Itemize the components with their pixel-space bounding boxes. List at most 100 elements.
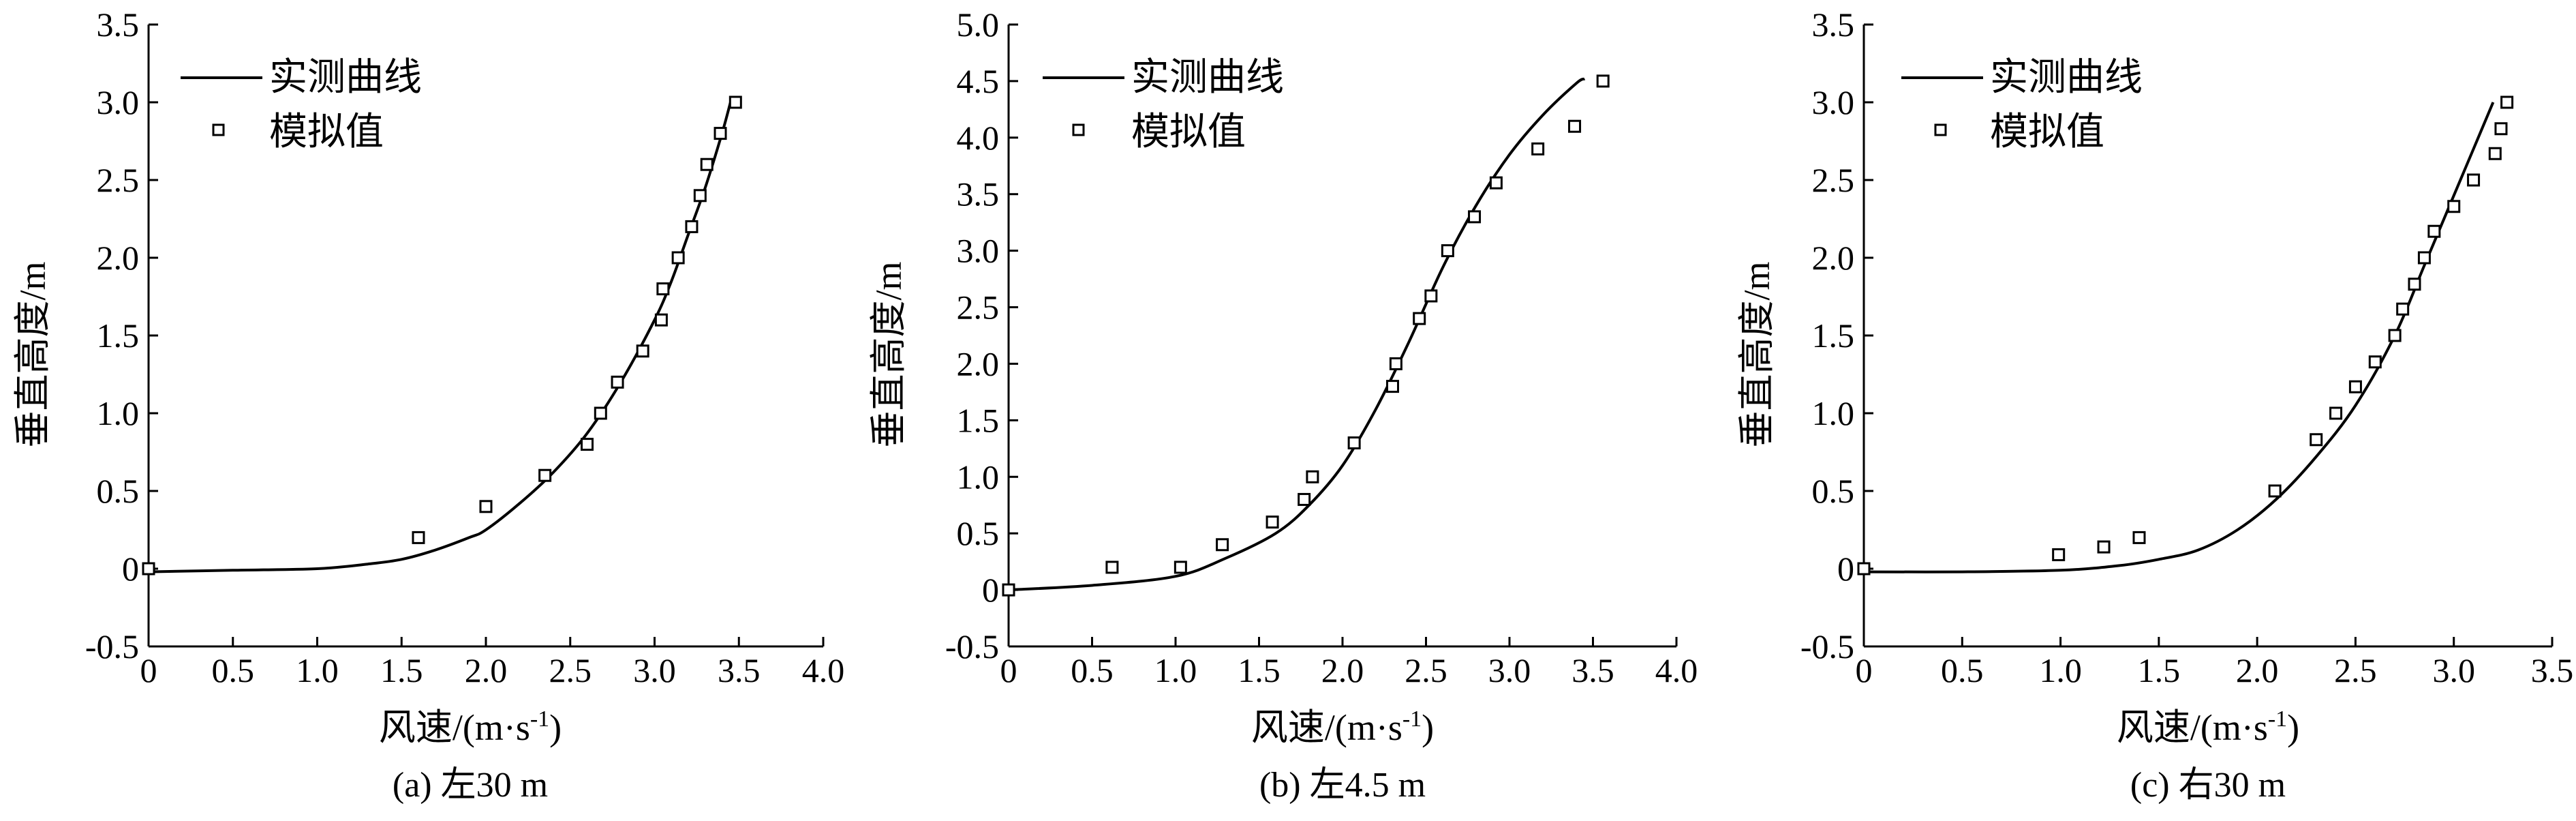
panel-b-x-tick-label: 0 [1000, 651, 1017, 689]
panel-b-xlabel: 风速/(m·s-1) [1251, 706, 1434, 748]
panel-a-simulated-point [412, 531, 425, 544]
panel-a: 垂直高度/m 风速/(m·s-1) (a) 左30 m 实测曲线 模拟值 0 0.… [12, 5, 844, 805]
panel-a-y-tick-label: 1.5 [97, 316, 140, 355]
panel-b-simulated-point [1386, 380, 1399, 393]
panel-c-x-tick-label: 1.5 [2138, 651, 2181, 689]
panel-b-simulated-point [1596, 74, 1610, 88]
panel-a-legend: 实测曲线 模拟值 [181, 57, 422, 153]
panel-a-y-tick-label: 0.5 [97, 472, 140, 510]
panel-a-y-tick-label: 3.5 [97, 5, 140, 44]
panel-a-legend-line-label: 实测曲线 [269, 57, 422, 99]
panel-b-simulated-point [1298, 492, 1311, 506]
panel-c: 垂直高度/m 风速/(m·s-1) (c) 右30 m 实测曲线 模拟值 0 0.… [1736, 5, 2573, 805]
panel-c-xlabel-sup: -1 [2268, 706, 2287, 732]
panel-c-y-tick-label: 0.5 [1812, 472, 1855, 510]
panel-a-ylabel: 垂直高度/m [12, 261, 53, 447]
panel-a-x-tick-label: 3.0 [633, 651, 676, 689]
panel-c-ylabel: 垂直高度/m [1736, 261, 1777, 447]
panel-b-simulated-point [1347, 436, 1361, 450]
panel-c-simulated-point [2427, 224, 2441, 238]
panel-b-simulated-point [1568, 119, 1582, 133]
panel-b-x-tick-label: 4.0 [1655, 651, 1698, 689]
panel-b-y-tick-label: 4.0 [957, 119, 1000, 157]
panel-b-y-tick-label: 3.0 [957, 232, 1000, 270]
panel-b-x-tick-label: 1.0 [1154, 651, 1197, 689]
panel-b-legend-marker-label: 模拟值 [1131, 111, 1246, 153]
panel-b-simulated-point [1413, 312, 1426, 325]
panel-c-simulated-point [2447, 200, 2461, 213]
panel-a-x-tick-label: 2.0 [465, 651, 508, 689]
panel-a-x-tick-label: 1.0 [296, 651, 339, 689]
panel-a-y-tick-label: 2.0 [97, 239, 140, 277]
panel-a-simulated-point [671, 251, 685, 265]
panel-c-y-tick-label: -0.5 [1800, 627, 1854, 666]
panel-c-simulated-point [2500, 95, 2514, 109]
panel-c-x-tick-label: 2.0 [2236, 651, 2279, 689]
panel-c-x-tick-label: 0.5 [1941, 651, 1984, 689]
panel-a-measured-curve [148, 102, 732, 573]
panel-a-y-tick-label: -0.5 [85, 627, 139, 666]
panel-b-xlabel-tail: ) [1422, 707, 1434, 748]
panel-c-y-tick-label: 1.5 [1812, 316, 1855, 355]
panel-a-legend-marker-swatch [212, 123, 225, 136]
panel-b-simulated-point [1389, 357, 1402, 370]
panel-a-simulated-point [656, 282, 670, 296]
panel-b-simulated-point [1489, 176, 1503, 190]
panel-c-simulated-point [2494, 122, 2508, 136]
panel-a-simulated-point [685, 220, 699, 233]
panel-c-xlabel: 风速/(m·s-1) [2117, 706, 2299, 748]
panel-c-legend: 实测曲线 模拟值 [1901, 57, 2143, 153]
panel-c-x-tick-label: 3.0 [2432, 651, 2475, 689]
panel-a-y-tick-label: 1.0 [97, 394, 140, 432]
panel-b-simulated-point [1174, 561, 1187, 574]
panel-b-y-tick-label: 1.0 [957, 458, 1000, 496]
panel-c-y-tick-label: 2.0 [1812, 239, 1855, 277]
panel-a-x-tick-label: 0 [140, 651, 157, 689]
panel-a-xlabel-sup: -1 [530, 706, 549, 732]
panel-c-caption: (c) 右30 m [2130, 766, 2286, 805]
panel-b-x-tick-label: 1.5 [1238, 651, 1281, 689]
panel-c-y-tick-label: 3.0 [1812, 83, 1855, 121]
panel-c-simulated-point [2052, 548, 2066, 561]
panel-a-simulated-point [654, 313, 668, 327]
panel-c-simulated-point [2097, 540, 2111, 554]
panel-c-xlabel-main: 风速/(m·s [2117, 707, 2268, 748]
panel-b-simulated-point [1441, 244, 1454, 258]
panel-c-simulated-point [2132, 531, 2146, 544]
panel-b-simulated-point [1424, 289, 1438, 303]
panel-a-x-tick-label: 4.0 [802, 651, 845, 689]
panel-c-simulated-point [2396, 302, 2410, 316]
panel-b-x-tick-label: 2.0 [1321, 651, 1364, 689]
panel-a-x-tick-label: 2.5 [549, 651, 592, 689]
panel-b-xlabel-main: 风速/(m·s [1251, 707, 1402, 748]
panel-a-caption: (a) 左30 m [393, 766, 548, 805]
panel-b-y-tick-label: 1.5 [957, 401, 1000, 439]
panel-c-y-tick-label: 3.5 [1812, 5, 1855, 44]
panel-b-legend: 实测曲线 模拟值 [1043, 57, 1284, 153]
panel-b-y-tick-label: 5.0 [957, 5, 1000, 44]
panel-c-simulated-point [2348, 380, 2362, 393]
panel-a-y-tick-label: 3.0 [97, 83, 140, 121]
panel-b-simulated-point [1468, 210, 1482, 224]
panel-c-simulated-point [2329, 406, 2343, 420]
panel-c-simulated-point [2268, 484, 2282, 498]
panel-a-simulated-point [479, 500, 493, 513]
panel-c-simulated-point [2408, 278, 2421, 291]
panel-b-caption: (b) 左4.5 m [1259, 766, 1426, 805]
panel-a-x-tick-label: 1.5 [380, 651, 423, 689]
panel-c-y-tick-label: 2.5 [1812, 161, 1855, 199]
panel-c-y-tick-label: 0 [1837, 550, 1854, 588]
panel-a-simulated-point [729, 95, 742, 109]
panel-c-xlabel-tail: ) [2287, 707, 2299, 748]
panel-b-simulated-point [1306, 470, 1319, 483]
panel-c-legend-marker-label: 模拟值 [1990, 111, 2104, 153]
panel-b-measured-curve [1008, 77, 1586, 592]
panel-b-y-tick-label: 4.5 [957, 62, 1000, 100]
panel-b: 垂直高度/m 风速/(m·s-1) (b) 左4.5 m 实测曲线 模拟值 0 0… [868, 5, 1698, 805]
panel-a-simulated-point [636, 344, 649, 358]
panel-a-xlabel-main: 风速/(m·s [379, 707, 530, 748]
panel-b-simulated-point [1216, 538, 1229, 552]
panel-c-x-tick-label: 3.5 [2531, 651, 2574, 689]
panel-c-simulated-point [2488, 147, 2502, 160]
